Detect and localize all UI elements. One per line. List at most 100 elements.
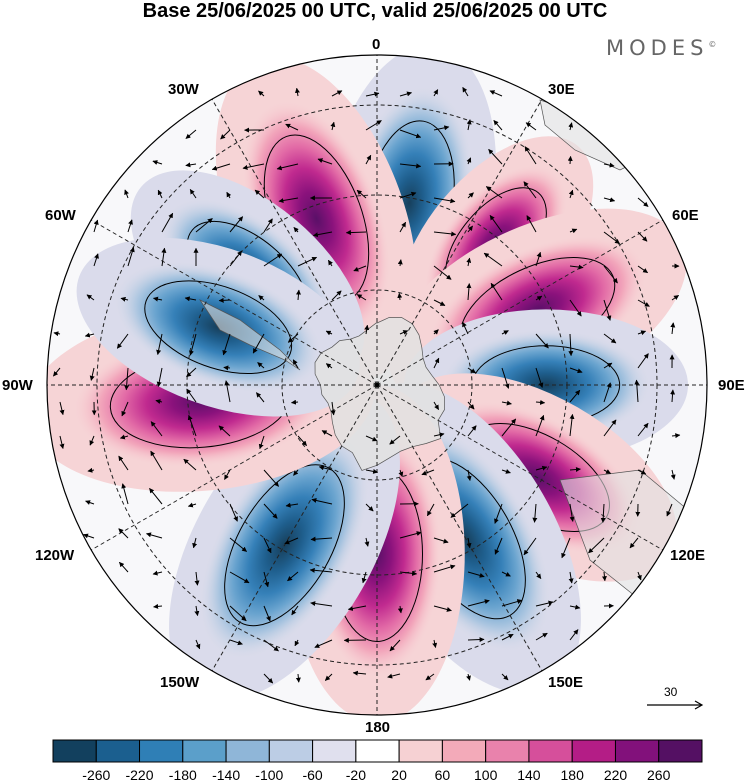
colorbar-swatch	[52, 739, 97, 763]
colorbar-tick-label: -180	[168, 767, 197, 783]
wind-vector	[218, 425, 231, 437]
wind-vector	[501, 469, 511, 474]
wind-vector	[293, 227, 299, 233]
wind-vector	[263, 253, 283, 267]
wind-vector	[321, 430, 333, 437]
map-border	[46, 54, 708, 716]
wind-vector	[121, 483, 129, 505]
colorbar-tick-labels: -260 -220 -180 -140 -100 -60 -20 20 60 100 140 180 2…	[0, 767, 750, 783]
wind-vector	[399, 129, 422, 139]
wind-vector	[397, 259, 403, 267]
wind-vector	[501, 400, 512, 406]
wind-vector	[637, 469, 647, 475]
wind-vector	[187, 502, 197, 508]
wind-vector	[399, 191, 417, 199]
wind-vector	[291, 399, 299, 405]
wind-vector	[569, 228, 578, 234]
wind-vector	[224, 469, 231, 480]
wind-vector	[433, 357, 440, 369]
wind-vector	[535, 571, 542, 580]
wind-vector	[365, 468, 379, 474]
wind-vector	[489, 214, 503, 233]
wind-vector	[466, 119, 472, 131]
wind-vector	[450, 503, 469, 518]
wind-vector	[211, 163, 231, 171]
wind-vector	[501, 673, 509, 681]
wind-vector	[569, 264, 584, 270]
wind-vector	[637, 571, 642, 581]
wind-vector	[93, 219, 99, 233]
wind-vector	[121, 401, 129, 417]
wind-vector	[124, 367, 130, 391]
wind-vector	[85, 500, 95, 505]
wind-vector	[127, 246, 135, 267]
wind-vector	[258, 90, 265, 97]
wind-vector	[421, 469, 435, 476]
wind-vector	[501, 330, 509, 335]
wind-vector	[127, 219, 133, 233]
wind-vector	[161, 247, 167, 267]
wind-vector	[569, 629, 579, 641]
lon-label-120e: 120E	[670, 547, 706, 564]
wind-vector	[53, 367, 61, 377]
wind-vector	[670, 389, 676, 403]
lon-label-60e: 60E	[672, 207, 699, 224]
colorbar-swatch	[441, 739, 487, 763]
wind-vector	[183, 458, 197, 471]
wind-vector	[399, 330, 409, 335]
wind-vector	[195, 218, 213, 233]
wind-vector	[263, 605, 271, 622]
wind-vector	[146, 532, 163, 539]
wind-vector	[184, 296, 197, 302]
wind-vector	[433, 125, 450, 131]
reference-vector-arrow	[647, 700, 704, 710]
wind-vector	[569, 413, 575, 437]
colorbar-tick-label: 100	[474, 767, 498, 783]
wind-vector	[603, 419, 617, 437]
wind-vector	[116, 333, 129, 349]
wind-vector	[309, 567, 333, 573]
wind-vector	[365, 91, 380, 97]
wind-vector	[331, 90, 343, 97]
wind-vector	[569, 503, 575, 522]
colorbar-swatch	[268, 739, 314, 763]
lon-label-150w: 150W	[160, 674, 200, 691]
wind-vector	[467, 367, 477, 374]
wind-vector	[399, 570, 418, 576]
wind-vector	[118, 455, 129, 471]
wind-vector	[186, 388, 197, 403]
wind-vector	[89, 367, 95, 381]
wind-vector	[229, 571, 250, 584]
wind-vector	[297, 435, 307, 446]
wind-vector	[314, 639, 333, 648]
wind-vector	[347, 605, 367, 612]
wind-vector	[425, 673, 435, 681]
wind-vector	[637, 197, 649, 207]
wind-vector	[156, 367, 163, 387]
wind-vector	[568, 189, 574, 199]
wind-vector	[466, 673, 471, 681]
wind-vector	[466, 257, 472, 267]
wind-vector	[189, 333, 197, 356]
wind-vector	[466, 469, 472, 481]
polar-map	[46, 54, 708, 716]
wind-vector	[603, 162, 615, 168]
wind-vector	[397, 605, 403, 614]
wind-vector	[670, 322, 676, 335]
wind-vector	[568, 333, 574, 357]
wind-vector	[466, 157, 472, 165]
wind-vector	[150, 421, 163, 437]
wind-vector	[493, 120, 503, 131]
wind-vector	[399, 163, 422, 169]
colorbar-tick-label: 260	[647, 767, 671, 783]
wind-vector	[153, 296, 163, 302]
colorbar-swatch	[95, 739, 141, 763]
wind-vector	[535, 295, 543, 301]
wind-vector	[256, 392, 265, 403]
wind-vector	[523, 181, 537, 199]
wind-vector	[87, 467, 95, 473]
wind-vector	[466, 283, 472, 301]
wind-vector	[433, 197, 456, 204]
wind-vector	[152, 160, 163, 165]
wind-vector	[263, 639, 279, 652]
